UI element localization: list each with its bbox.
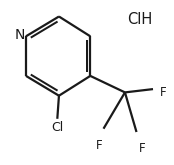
Text: F: F bbox=[160, 86, 166, 99]
Text: F: F bbox=[139, 142, 146, 155]
Text: ClH: ClH bbox=[127, 12, 152, 27]
Text: F: F bbox=[96, 139, 103, 152]
Text: Cl: Cl bbox=[51, 121, 64, 134]
Text: N: N bbox=[14, 28, 25, 42]
